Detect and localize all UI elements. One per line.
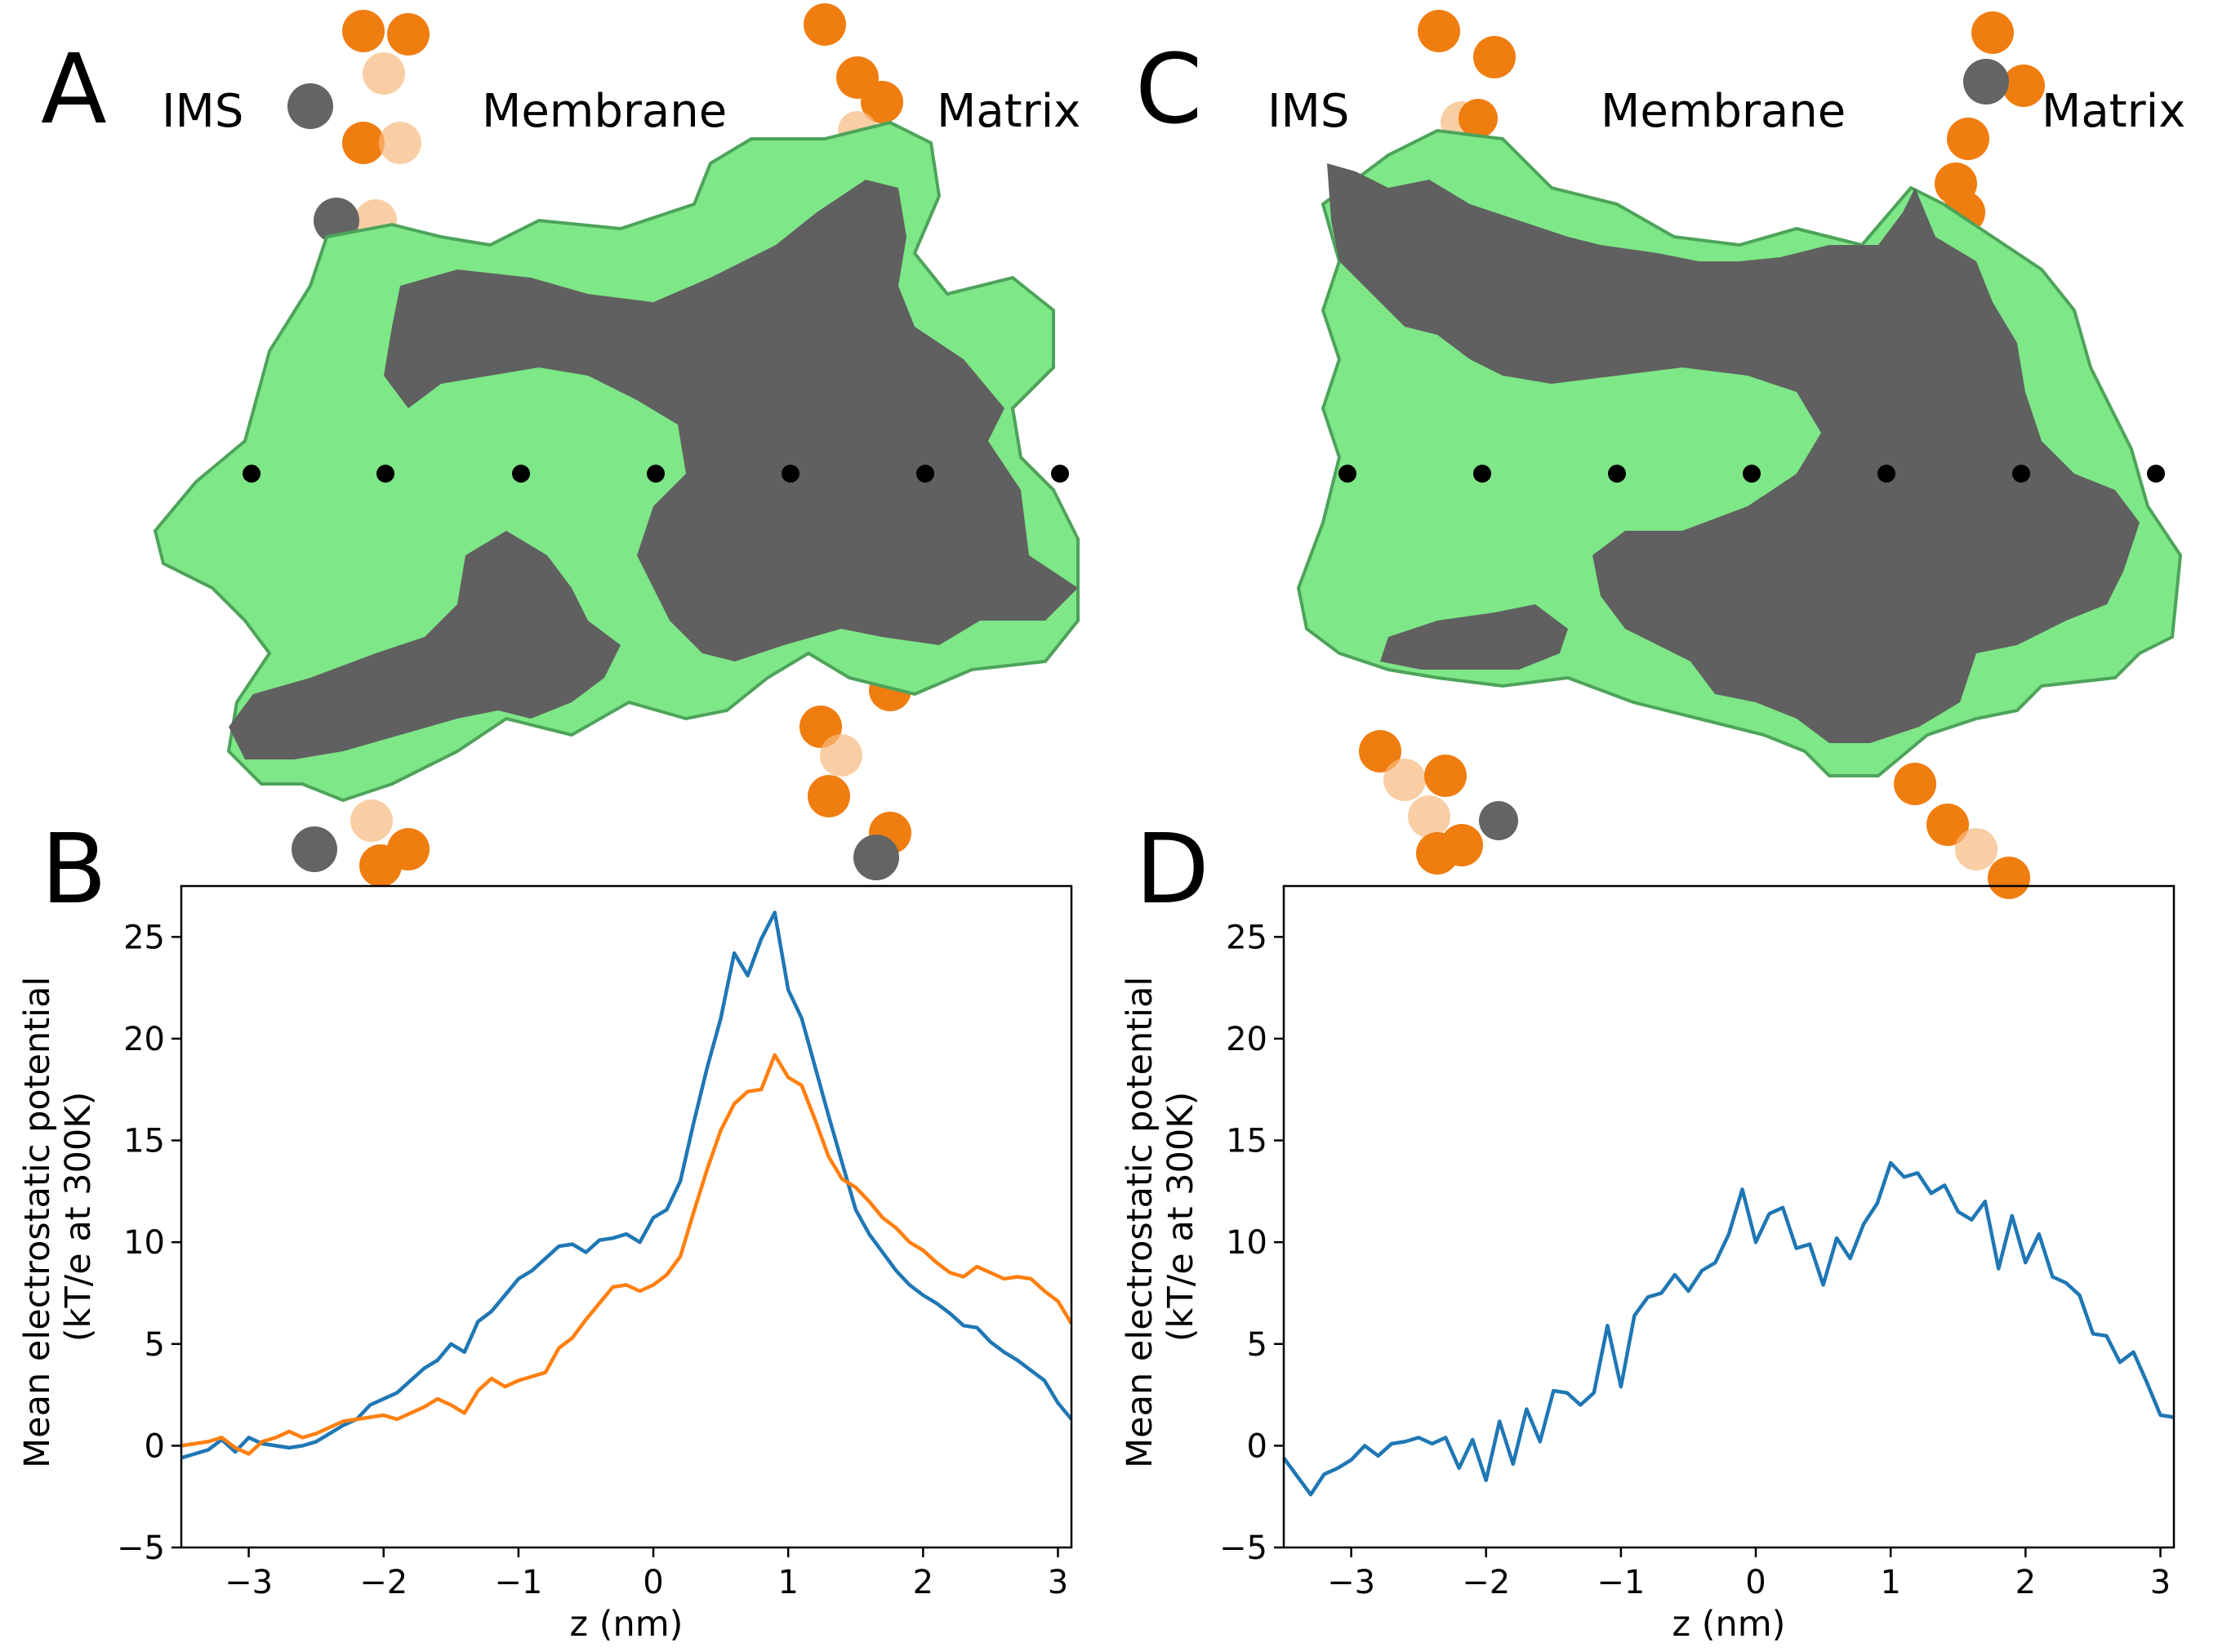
y-ticks-b: −5 0 5 10 15 20 25 — [117, 919, 181, 1567]
y-axis-label-line1-d: Mean electrostatic potential — [1120, 977, 1160, 1468]
series-layer-d — [1282, 1160, 2175, 1497]
y-axis-label-line2-d: (kT/e at 300K) — [1160, 1092, 1201, 1342]
x-tick-label-d: −2 — [1462, 1564, 1510, 1601]
region-label-membrane-c: Membrane — [1601, 85, 1846, 138]
panel-letter-a: A — [41, 33, 107, 145]
x-tick-label-d: −1 — [1597, 1564, 1645, 1601]
x-tick-label-b: 2 — [913, 1564, 933, 1601]
y-tick-label-b: 10 — [123, 1224, 165, 1262]
plot-frame-b — [180, 884, 1073, 1549]
y-tick-label-d: 5 — [1247, 1326, 1267, 1364]
y-axis-label-line2-b: (kT/e at 300K) — [58, 1092, 99, 1342]
y-tick-label-d: 25 — [1226, 919, 1267, 956]
z-markers-c — [1338, 465, 2165, 483]
x-tick-label-b: 3 — [1048, 1564, 1068, 1601]
y-axis-label-line1-b: Mean electrostatic potential — [17, 977, 58, 1468]
chart-panel-b: B −3 −2 −1 0 1 2 3 −5 0 5 10 15 20 25 z (nm) Mean el… — [17, 813, 1073, 1645]
x-tick-label-b: −2 — [359, 1564, 408, 1601]
x-axis-label-b: z (nm) — [570, 1604, 684, 1645]
y-axis-label-d: Mean electrostatic potential (kT/e at 30… — [1120, 965, 1201, 1468]
panel-letter-b: B — [41, 813, 107, 925]
y-tick-label-b: −5 — [117, 1530, 165, 1567]
chart-panel-d: D −3 −2 −1 0 1 2 3 −5 0 5 10 15 20 25 z (nm) Mean el… — [1120, 813, 2176, 1645]
x-tick-label-d: 1 — [1880, 1564, 1900, 1601]
x-ticks-b: −3 −2 −1 0 1 2 3 — [225, 1547, 1068, 1601]
protein-cut-upper-c — [1327, 163, 2140, 743]
y-tick-label-b: 20 — [123, 1021, 165, 1058]
x-tick-label-d: −3 — [1327, 1564, 1375, 1601]
region-label-ims-c: IMS — [1267, 85, 1349, 138]
y-tick-label-b: 15 — [123, 1123, 165, 1160]
x-tick-label-b: 0 — [643, 1564, 663, 1601]
x-tick-label-d: 2 — [2015, 1564, 2036, 1601]
x-tick-label-d: 3 — [2150, 1564, 2171, 1601]
series-line-b-1 — [180, 911, 1073, 1460]
panel-a-structure: A IMS Membrane Matrix — [41, 3, 1080, 887]
lipid-beads-right-c — [1894, 11, 2045, 899]
panel-c-structure: C IMS Membrane Matrix — [1135, 10, 2185, 899]
y-tick-label-d: 15 — [1226, 1123, 1267, 1160]
x-tick-label-b: −3 — [225, 1564, 273, 1601]
y-tick-label-b: 0 — [145, 1427, 165, 1465]
y-tick-label-d: 20 — [1226, 1021, 1267, 1058]
protein-cut-lower-a — [229, 531, 621, 759]
y-tick-label-d: −5 — [1219, 1530, 1267, 1567]
region-label-membrane-a: Membrane — [482, 85, 727, 138]
region-label-ims-a: IMS — [162, 85, 243, 138]
y-axis-label-b: Mean electrostatic potential (kT/e at 30… — [17, 965, 99, 1468]
panel-letter-c: C — [1135, 33, 1202, 145]
y-ticks-d: −5 0 5 10 15 20 25 — [1219, 919, 1284, 1567]
protein-cut-upper-a — [384, 180, 1078, 661]
region-label-matrix-c: Matrix — [2042, 85, 2185, 138]
y-tick-label-d: 0 — [1247, 1427, 1267, 1465]
x-tick-label-d: 0 — [1745, 1564, 1766, 1601]
x-tick-label-b: 1 — [777, 1564, 798, 1601]
y-tick-label-d: 10 — [1226, 1224, 1267, 1262]
x-axis-label-d: z (nm) — [1672, 1604, 1786, 1645]
panel-letter-d: D — [1135, 813, 1209, 925]
z-markers-a — [243, 465, 1069, 483]
protein-cut-lower-c — [1380, 604, 1568, 670]
series-line-b-2 — [180, 1053, 1073, 1456]
y-tick-label-b: 5 — [145, 1326, 165, 1364]
x-tick-label-b: −1 — [494, 1564, 542, 1601]
region-label-matrix-a: Matrix — [937, 85, 1080, 138]
series-layer-b — [180, 911, 1073, 1460]
x-ticks-d: −3 −2 −1 0 1 2 3 — [1327, 1547, 2171, 1601]
plot-frame-d — [1282, 884, 2176, 1549]
y-tick-label-b: 25 — [123, 919, 165, 956]
series-line-d-1 — [1282, 1160, 2175, 1497]
